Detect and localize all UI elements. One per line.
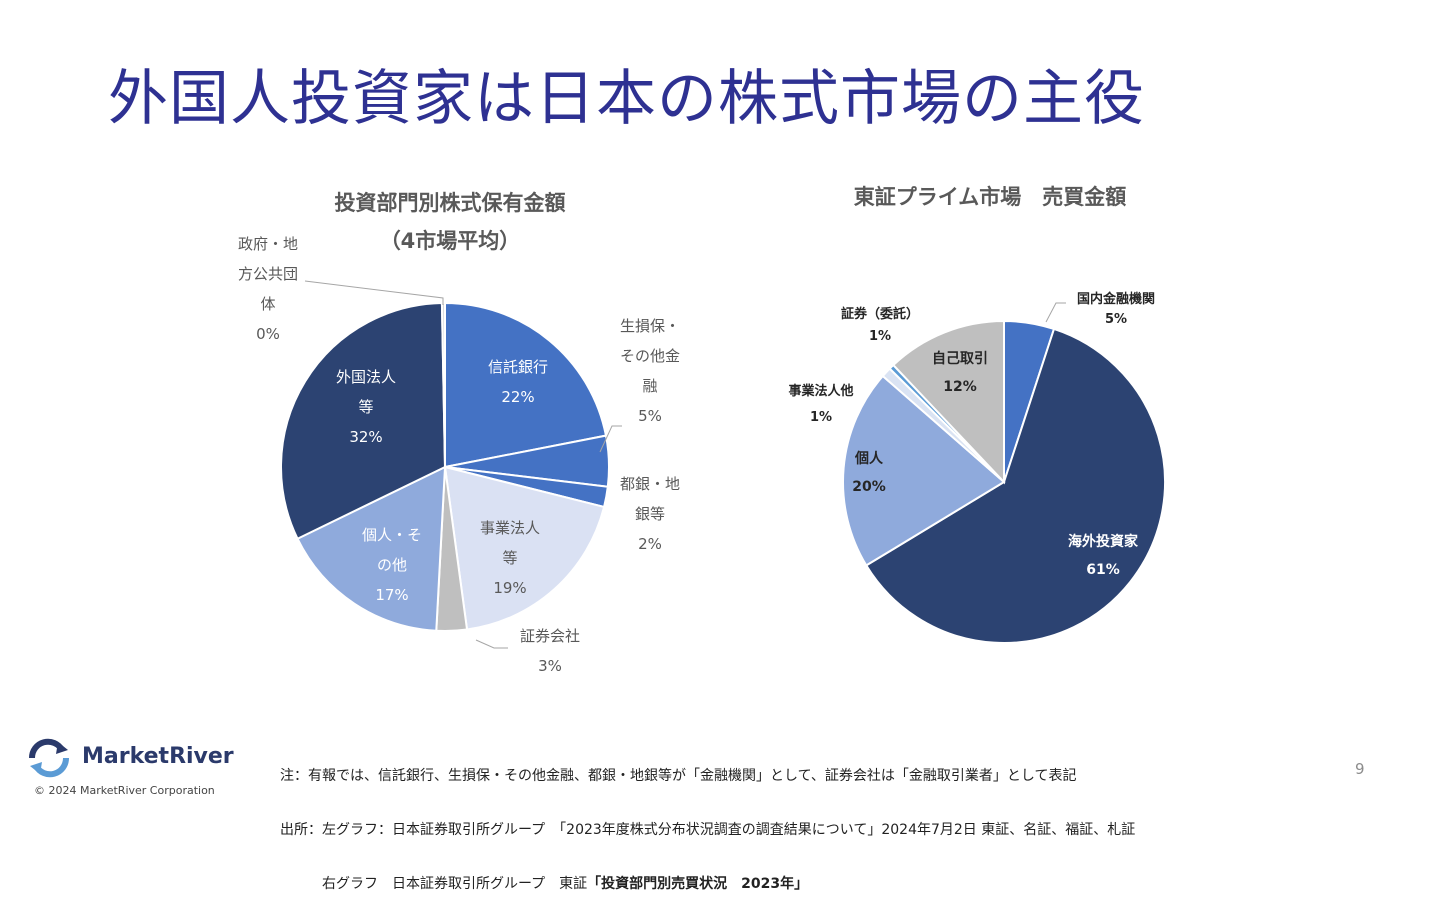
left-pie-chart: 信託銀行 22% 外国法人等 32% 個人・その他 17% 事業法人等 19% 生損保・その他金… <box>238 235 680 675</box>
leader-kokunai <box>1045 302 1066 323</box>
footnote-line-3: 右グラフ 日本証券取引所グループ 東証「投資部門別売買状況 2023年」 <box>280 875 1135 893</box>
label-kokunai: 国内金融機関 5% <box>1077 291 1155 327</box>
footnote-line-3-source: 「投資部門別売買状況 2023年」 <box>587 876 809 892</box>
label-kaigai: 海外投資家 61% <box>1068 533 1139 578</box>
footnote-line-2: 出所：左グラフ：日本証券取引所グループ 「2023年度株式分布状況調査の調査結果… <box>280 822 1136 838</box>
label-seison: 生損保・その他金融 5% <box>620 317 680 425</box>
slide-title: 外国人投資家は日本の株式市場の主役 <box>108 64 1145 134</box>
logo-mark-icon <box>28 738 70 778</box>
page-number: 9 <box>1355 760 1365 778</box>
leader-seifu <box>304 280 444 305</box>
right-pie-slice-2 <box>842 374 1006 567</box>
leader-shoken <box>475 639 508 649</box>
left-chart-subtitle: （4市場平均） <box>379 229 521 253</box>
company-logo: MarketRiver © 2024 MarketRiver Corporati… <box>24 736 234 798</box>
logo-wordmark: MarketRiver <box>82 744 234 769</box>
right-pie-chart: 国内金融機関 5% 海外投資家 61% 個人 20% 事業法人他 1% 証券（委託） 1% 自己取引… <box>788 291 1166 644</box>
right-pie-slice-5 <box>891 319 1005 485</box>
label-shintaku: 信託銀行 22% <box>488 358 548 406</box>
leader-seison <box>599 425 622 453</box>
left-chart-title-main: 投資部門別株式保有金額 <box>334 191 566 215</box>
label-shoken: 証券会社 3% <box>520 627 580 675</box>
label-gaikoku: 外国法人等 32% <box>336 368 396 446</box>
label-togin: 都銀・地銀等 2% <box>620 475 680 553</box>
label-seifu: 政府・地方公共団体 0% <box>238 235 298 343</box>
right-pie-slice-1 <box>864 327 1166 644</box>
left-pie-slice-3 <box>443 465 606 631</box>
left-pie-slice-5 <box>296 465 447 632</box>
footnote-line-3-prefix: 右グラフ 日本証券取引所グループ 東証 <box>280 876 588 892</box>
footnote: 注：有報では、信託銀行、生損保・その他金融、都銀・地銀等が「金融機関」として、証… <box>280 731 1135 911</box>
footnote-line-1: 注：有報では、信託銀行、生損保・その他金融、都銀・地銀等が「金融機関」として、証… <box>280 768 1077 784</box>
label-kojin: 個人・その他 17% <box>362 526 422 604</box>
left-pie-slice-6 <box>280 302 447 541</box>
right-chart-title: 東証プライム市場 売買金額 <box>853 185 1127 209</box>
copyright-text: © 2024 MarketRiver Corporation <box>34 784 215 797</box>
label-kojin-r: 個人 20% <box>852 450 886 495</box>
label-jiko: 自己取引 12% <box>932 350 988 395</box>
left-pie-slice-0 <box>444 301 608 469</box>
label-jigyo-r: 事業法人他 1% <box>788 383 853 425</box>
label-jigyo: 事業法人等 19% <box>480 519 540 597</box>
left-chart-title: 投資部門別株式保有金額 （4市場平均） <box>270 184 630 260</box>
label-shoken-r: 証券（委託） 1% <box>841 306 919 344</box>
